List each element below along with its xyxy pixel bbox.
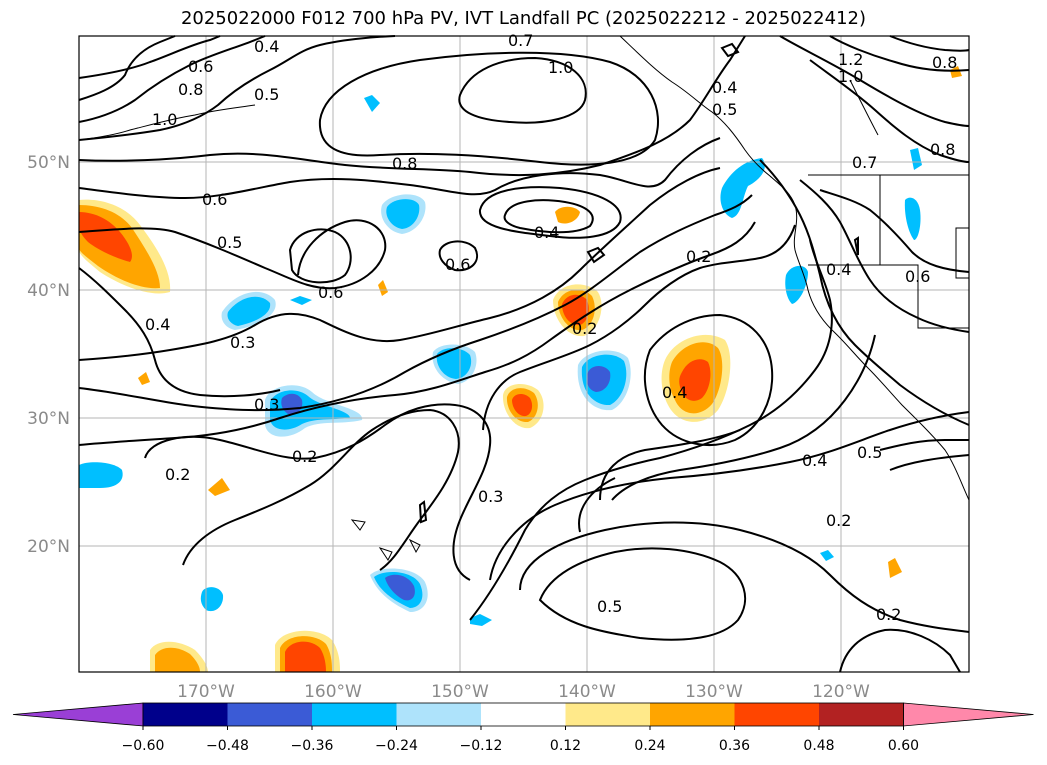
contour-label: 1.0 xyxy=(152,110,177,129)
lat-label: 20°N xyxy=(27,537,70,557)
colorbar-extend-low xyxy=(12,702,144,727)
colorbar-tick-label: 0.24 xyxy=(634,738,665,754)
colorbar-segment xyxy=(312,703,397,726)
contour-label: 0.6 xyxy=(318,283,343,302)
contour-label: 0.5 xyxy=(712,100,737,119)
contour-label: 0.6 xyxy=(188,57,213,76)
contour-label: 0.4 xyxy=(712,78,737,97)
contour-label: 0.5 xyxy=(217,233,242,252)
colorbar-tick-label: 0.48 xyxy=(803,738,834,754)
contour-label: 0.4 xyxy=(802,451,827,470)
contour-label: 0.4 xyxy=(826,260,851,279)
contour-labels: 0.4 0.7 1.0 1.2 1.0 0.8 0.6 0.8 0.5 1.0 … xyxy=(145,31,957,624)
pv-contours xyxy=(78,35,970,673)
contour-label: 0.5 xyxy=(597,597,622,616)
contour-label: 0.8 xyxy=(930,140,955,159)
contour-label: 0.4 xyxy=(145,315,170,334)
colorbar-ticks: −0.60 −0.48 −0.36 −0.24 −0.12 0.12 0.24 0.36 0.4… xyxy=(122,726,919,754)
colorbar-segment xyxy=(565,703,651,726)
contour-label: 0.4 xyxy=(534,223,559,242)
longitude-labels: 170°W 160°W 150°W 140°W 130°W 120°W xyxy=(177,682,870,702)
latitude-labels: 50°N 40°N 30°N 20°N xyxy=(27,153,70,557)
colorbar xyxy=(12,702,1034,727)
contour-label: 0.7 xyxy=(852,153,877,172)
contour-label: 0.6 xyxy=(445,255,470,274)
contour-label: 0.2 xyxy=(572,319,597,338)
contour-label: 1.2 xyxy=(838,50,863,69)
colorbar-tick-label: −0.60 xyxy=(122,738,165,754)
contour-label: 0.3 xyxy=(478,487,503,506)
colorbar-segment xyxy=(227,703,313,726)
lon-label: 140°W xyxy=(558,682,616,702)
contour-label: 0.8 xyxy=(932,53,957,72)
colorbar-tick-label: −0.12 xyxy=(460,738,503,754)
map-area xyxy=(79,36,969,672)
contour-label: 0.5 xyxy=(857,443,882,462)
colorbar-segment xyxy=(396,703,482,726)
contour-label: 0.4 xyxy=(662,383,687,402)
lon-label: 160°W xyxy=(304,682,362,702)
contour-label: 1.0 xyxy=(838,67,863,86)
colorbar-extend-high xyxy=(903,702,1034,727)
lat-label: 40°N xyxy=(27,281,70,301)
lon-label: 150°W xyxy=(431,682,489,702)
colorbar-tick-label: −0.48 xyxy=(206,738,249,754)
contour-label: 0.3 xyxy=(230,333,255,352)
colorbar-segment xyxy=(481,703,566,726)
colorbar-segment xyxy=(819,703,904,726)
colorbar-tick-label: −0.24 xyxy=(375,738,418,754)
lon-label: 170°W xyxy=(177,682,235,702)
contour-label: 0.2 xyxy=(876,605,901,624)
contour-label: 0.8 xyxy=(178,80,203,99)
contour-label: 1.0 xyxy=(548,58,573,77)
contour-label: 0.2 xyxy=(165,465,190,484)
lon-label: 130°W xyxy=(685,682,743,702)
contour-label: 0.5 xyxy=(254,85,279,104)
lon-label: 120°W xyxy=(812,682,870,702)
coastlines xyxy=(78,35,970,561)
contour-label: 0.8 xyxy=(392,154,417,173)
colorbar-outline xyxy=(142,702,904,727)
graticule xyxy=(79,36,969,672)
negative-anomaly-shading xyxy=(79,95,922,626)
colorbar-tick-label: 0.60 xyxy=(888,738,919,754)
contour-label: 0.3 xyxy=(254,395,279,414)
positive-anomaly-shading xyxy=(79,66,962,672)
contour-label: 0.6 xyxy=(905,267,930,286)
colorbar-segment xyxy=(734,703,820,726)
contour-label: 0.7 xyxy=(508,31,533,50)
colorbar-segment xyxy=(650,703,735,726)
contour-label: 0.2 xyxy=(826,511,851,530)
contour-label: 0.2 xyxy=(686,247,711,266)
map-title: 2025022000 F012 700 hPa PV, IVT Landfall… xyxy=(180,8,867,29)
colorbar-tick-label: 0.36 xyxy=(719,738,750,754)
contour-label: 0.6 xyxy=(202,190,227,209)
map-frame xyxy=(78,35,970,673)
lat-label: 50°N xyxy=(27,153,70,173)
colorbar-tick-label: −0.36 xyxy=(291,738,334,754)
colorbar-tick-label: 0.12 xyxy=(550,738,581,754)
colorbar-segment xyxy=(143,703,228,726)
contour-label: 0.4 xyxy=(254,37,279,56)
contour-label: 0.2 xyxy=(292,447,317,466)
lat-label: 30°N xyxy=(27,409,70,429)
